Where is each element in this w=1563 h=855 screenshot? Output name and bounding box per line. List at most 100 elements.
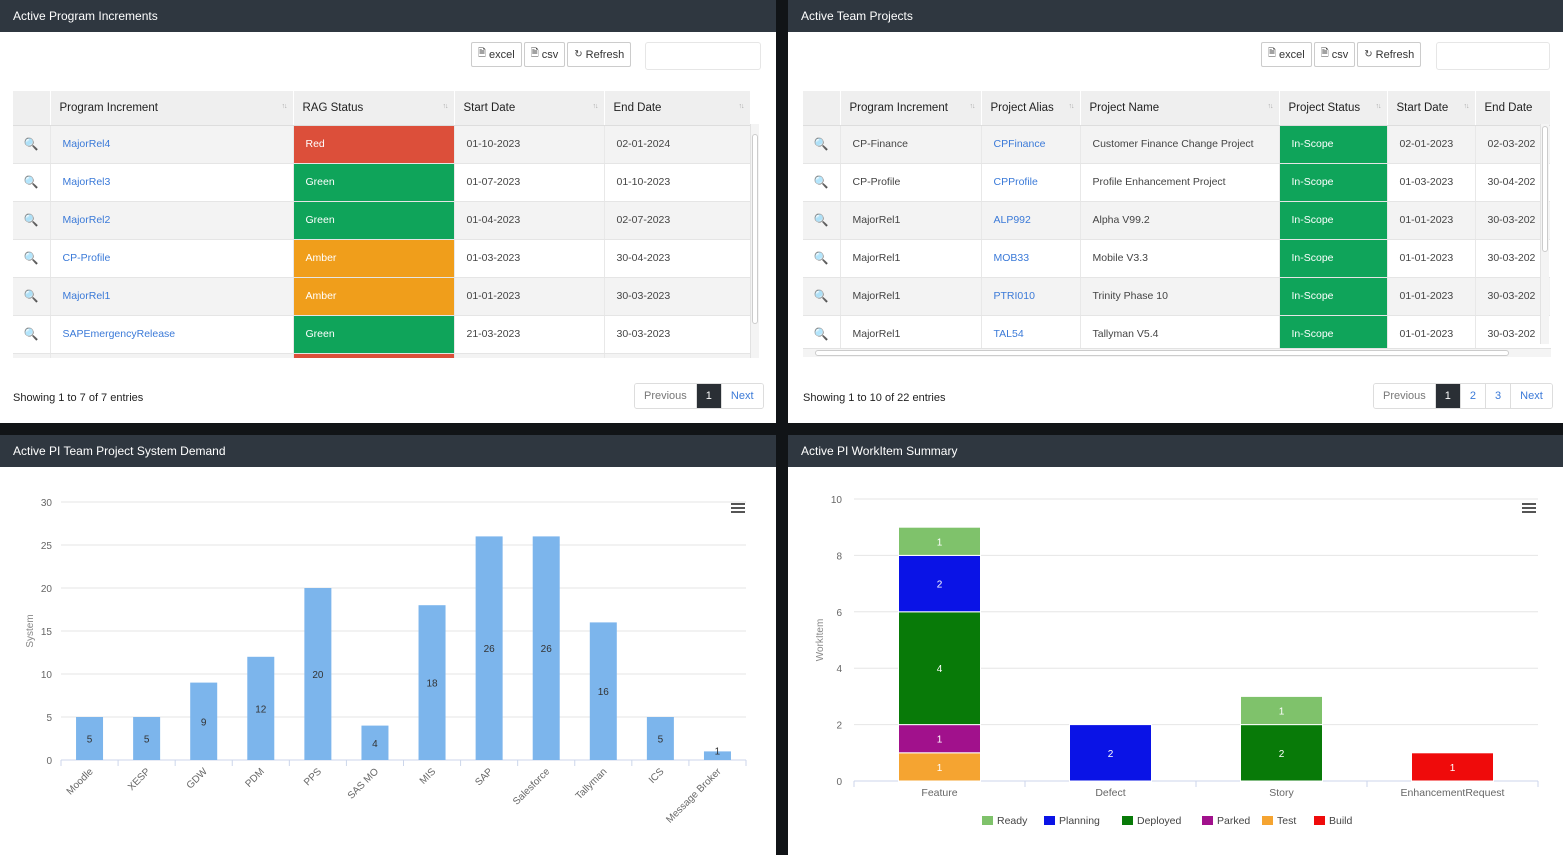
project-alias-link[interactable]: ALP992: [981, 201, 1081, 240]
column-header-start-date[interactable]: Start Date ↑↓: [454, 91, 605, 126]
view-details-icon[interactable]: 🔍: [13, 163, 51, 202]
bar-data-label: 1: [1450, 763, 1456, 774]
column-header-rag-status[interactable]: RAG Status ↑↓: [293, 91, 455, 126]
row-cell: [604, 353, 750, 358]
csv-button[interactable]: 🗎 csv: [523, 42, 566, 67]
start-date-cell: 01-01-2023: [1387, 277, 1476, 316]
column-header-program-increment[interactable]: Program Increment ↑↓: [50, 91, 294, 126]
next-page-button[interactable]: Next: [1511, 384, 1552, 408]
previous-page-button[interactable]: Previous: [1374, 384, 1436, 408]
chart-menu-icon[interactable]: [731, 503, 745, 514]
y-tick-label: 30: [41, 498, 53, 509]
panel-title: Active PI WorkItem Summary: [788, 435, 1563, 467]
program-increment-link[interactable]: MajorRel3: [50, 163, 294, 202]
column-header-actions: [13, 91, 51, 126]
program-increment-link[interactable]: MajorRel4: [50, 125, 294, 164]
chart-menu-icon[interactable]: [1522, 503, 1536, 514]
excel-button[interactable]: 🗎 excel: [471, 42, 522, 67]
panel-title: Active Program Increments: [0, 0, 776, 32]
x-tick-label: Defect: [1095, 787, 1125, 799]
view-details-icon[interactable]: 🔍: [803, 239, 841, 278]
legend-item-deployed[interactable]: Deployed: [1122, 815, 1182, 827]
column-header-end-date[interactable]: End Date↑↓: [1475, 91, 1550, 126]
program-increment-cell: MajorRel1: [840, 201, 982, 240]
column-header-project-alias[interactable]: Project Alias ↑↓: [981, 91, 1081, 126]
refresh-button[interactable]: ↻ Refresh: [567, 42, 632, 67]
view-details-icon[interactable]: 🔍: [13, 201, 51, 240]
bar-data-label: 2: [1108, 749, 1114, 760]
csv-button[interactable]: 🗎 csv: [1313, 42, 1356, 67]
bar: [532, 536, 560, 760]
column-header-project-name[interactable]: Project Name ↑↓: [1080, 91, 1280, 126]
file-icon: 🗎: [1268, 48, 1277, 59]
view-details-icon[interactable]: 🔍: [13, 125, 51, 164]
legend-swatch: [1202, 816, 1213, 825]
view-details-icon[interactable]: 🔍: [13, 277, 51, 316]
x-tick-label: XESP: [126, 766, 153, 793]
excel-button[interactable]: 🗎 excel: [1261, 42, 1312, 67]
project-alias-link[interactable]: PTRI010: [981, 277, 1081, 316]
y-tick-label: 4: [836, 664, 842, 675]
view-details-icon[interactable]: 🔍: [803, 163, 841, 202]
x-tick-label: Feature: [921, 787, 957, 799]
end-date-cell: 30-03-202: [1475, 277, 1550, 316]
table-row: 🔍 MajorRel2 Green 01-04-2023 02-07-2023: [13, 201, 750, 240]
legend-item-build[interactable]: Build: [1314, 815, 1353, 827]
start-date-cell: 01-01-2023: [1387, 201, 1476, 240]
legend-item-planning[interactable]: Planning: [1044, 815, 1100, 827]
program-increment-link[interactable]: MajorRel2: [50, 201, 294, 240]
horizontal-scrollbar[interactable]: [803, 348, 1551, 357]
program-increment-link[interactable]: CP-Profile: [50, 239, 294, 278]
column-header-project-status[interactable]: Project Status ↑↓: [1279, 91, 1388, 126]
vertical-scrollbar[interactable]: [750, 124, 759, 358]
vertical-scrollbar[interactable]: [1540, 124, 1549, 344]
table-row: 🔍 MajorRel1 PTRI010 Trinity Phase 10 In-Scop…: [803, 277, 1550, 316]
end-date-cell: 02-03-202: [1475, 125, 1550, 164]
program-increment-link[interactable]: SAPEmergencyRelease: [50, 315, 294, 354]
project-alias-link[interactable]: MOB33: [981, 239, 1081, 278]
legend-label: Ready: [997, 815, 1028, 827]
legend-item-parked[interactable]: Parked: [1202, 815, 1250, 827]
x-tick-label: Message Broker: [664, 766, 724, 826]
search-input[interactable]: [645, 42, 761, 70]
stacked-bar-segment: [1411, 752, 1494, 782]
program-increment-link[interactable]: MajorRel1: [50, 277, 294, 316]
page-2-button[interactable]: 2: [1460, 384, 1487, 408]
column-header-program-increment[interactable]: Program Increment ↑↓: [840, 91, 982, 126]
table-row: 🔍 CP-Finance CPFinance Customer Finance Cha…: [803, 125, 1550, 164]
refresh-button[interactable]: ↻ Refresh: [1357, 42, 1422, 67]
bar-data-label: 5: [658, 735, 664, 746]
view-details-icon[interactable]: 🔍: [803, 125, 841, 164]
next-page-button[interactable]: Next: [721, 384, 763, 408]
panel-title: Active Team Projects: [788, 0, 1563, 32]
program-increment-cell: MajorRel1: [840, 239, 982, 278]
view-details-icon[interactable]: 🔍: [803, 315, 841, 349]
column-header-start-date[interactable]: Start Date ↑↓: [1387, 91, 1476, 126]
view-details-icon[interactable]: 🔍: [803, 277, 841, 316]
page-1-button[interactable]: 1: [1435, 384, 1461, 408]
project-alias-link[interactable]: CPFinance: [981, 125, 1081, 164]
legend-item-test[interactable]: Test: [1262, 815, 1296, 827]
end-date-cell: 30-03-202: [1475, 239, 1550, 278]
end-date-cell: 02-07-2023: [604, 201, 750, 240]
view-details-icon[interactable]: 🔍: [13, 239, 51, 278]
row-cell: [13, 353, 51, 358]
project-alias-link[interactable]: CPProfile: [981, 163, 1081, 202]
previous-page-button[interactable]: Previous: [635, 384, 697, 408]
view-details-icon[interactable]: 🔍: [803, 201, 841, 240]
y-tick-label: 20: [41, 584, 53, 595]
page-3-button[interactable]: 3: [1486, 384, 1512, 408]
column-header-end-date[interactable]: End Date↑↓: [604, 91, 750, 126]
stacked-bar-segment: [1069, 724, 1152, 782]
page-1-button[interactable]: 1: [696, 384, 722, 408]
legend-label: Deployed: [1137, 815, 1182, 827]
view-details-icon[interactable]: 🔍: [13, 315, 51, 354]
start-date-cell: 01-01-2023: [454, 277, 605, 316]
table-row: 🔍 MajorRel1 TAL54 Tallyman V5.4 In-Scope 01-0…: [803, 315, 1550, 349]
pagination: Previous 1 2 3 Next: [1373, 383, 1553, 409]
project-alias-link[interactable]: TAL54: [981, 315, 1081, 349]
bar-data-label: 18: [426, 679, 438, 690]
rag-status-cell: Green: [293, 201, 455, 240]
search-input[interactable]: [1436, 42, 1550, 70]
legend-item-ready[interactable]: Ready: [982, 815, 1028, 827]
